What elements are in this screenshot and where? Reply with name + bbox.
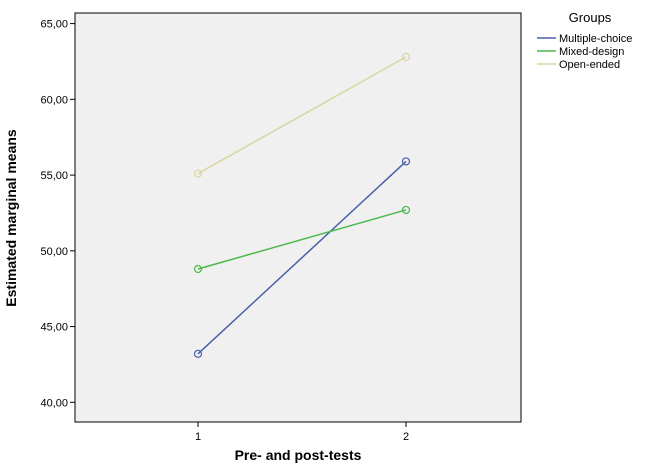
- legend: Groups Multiple-choiceMixed-designOpen-e…: [537, 10, 632, 71]
- y-tick-label: 40,00: [40, 397, 68, 409]
- legend-label-0: Multiple-choice: [559, 33, 632, 45]
- data-point-2-1: [401, 52, 411, 62]
- legend-label-1: Mixed-design: [559, 46, 624, 58]
- data-point-1-0: [193, 264, 203, 274]
- series-line-2: [197, 56, 407, 175]
- y-axis-ticks: 40,00 45,00 50,00 55,00 60,00 65,00: [40, 19, 75, 409]
- legend-label-2: Open-ended: [559, 59, 620, 71]
- y-tick-label: 60,00: [40, 94, 68, 106]
- x-tick-label: 1: [195, 431, 201, 443]
- y-tick-label: 55,00: [40, 170, 68, 182]
- plot-area: [74, 12, 522, 423]
- y-tick-label: 45,00: [40, 322, 68, 334]
- data-point-0-1: [401, 157, 411, 166]
- x-tick-label: 2: [403, 431, 409, 443]
- legend-title: Groups: [569, 10, 612, 25]
- series-layer: [193, 52, 411, 358]
- y-tick-label: 65,00: [40, 19, 68, 31]
- series-line-1: [197, 209, 407, 270]
- series-line-0: [197, 160, 407, 355]
- y-axis-title: Estimated marginal means: [3, 129, 19, 307]
- x-axis-title: Pre- and post-tests: [235, 447, 362, 463]
- y-tick-label: 50,00: [40, 246, 68, 258]
- data-point-0-0: [193, 349, 203, 358]
- data-point-2-0: [193, 169, 203, 178]
- data-point-1-1: [401, 205, 411, 215]
